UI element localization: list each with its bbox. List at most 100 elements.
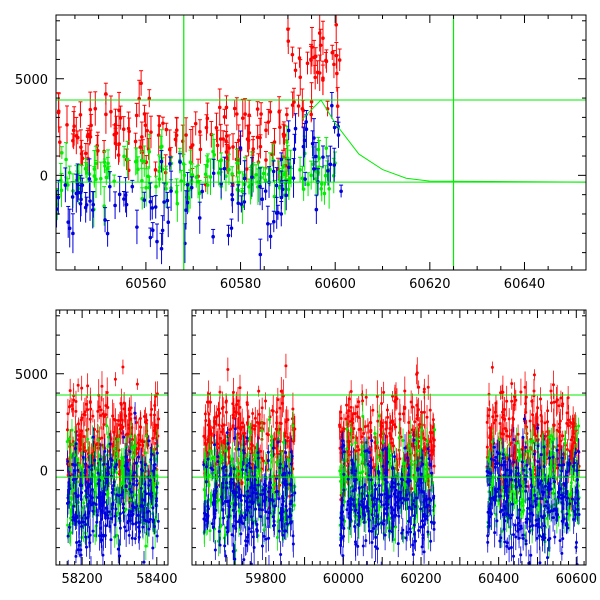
- data-point: [379, 435, 383, 439]
- data-point: [330, 50, 335, 55]
- data-point: [104, 112, 108, 117]
- data-point: [271, 446, 275, 450]
- data-point: [154, 184, 158, 189]
- data-point: [81, 455, 85, 459]
- data-point: [190, 172, 195, 177]
- data-point: [136, 167, 140, 172]
- data-point: [130, 504, 134, 508]
- data-point: [89, 495, 93, 499]
- data-point: [197, 216, 202, 220]
- data-point: [328, 162, 333, 167]
- data-point: [275, 410, 279, 414]
- data-point: [106, 444, 110, 448]
- data-point: [403, 389, 407, 393]
- data-point: [79, 553, 83, 557]
- data-point: [252, 545, 256, 549]
- data-point: [228, 472, 232, 476]
- data-point: [127, 533, 131, 537]
- data-point: [321, 78, 325, 82]
- data-point: [244, 513, 248, 517]
- data-point: [263, 189, 268, 193]
- data-point: [80, 470, 84, 474]
- data-point: [247, 505, 251, 509]
- data-point: [417, 422, 421, 426]
- data-point: [411, 444, 415, 448]
- data-point: [162, 200, 166, 204]
- data-point: [103, 449, 107, 453]
- data-point: [356, 445, 360, 449]
- data-point: [220, 406, 224, 410]
- data-point: [206, 468, 210, 472]
- data-point: [102, 445, 106, 449]
- data-point: [231, 457, 235, 461]
- data-point: [235, 402, 239, 406]
- data-point: [122, 583, 125, 586]
- data-point: [150, 228, 155, 233]
- data-point: [291, 534, 295, 538]
- data-point: [210, 456, 214, 460]
- data-point: [129, 490, 133, 494]
- data-point: [267, 536, 271, 540]
- data-point: [93, 106, 98, 111]
- data-point: [237, 520, 241, 524]
- data-point: [71, 407, 75, 411]
- data-point: [144, 434, 148, 438]
- data-point: [94, 443, 98, 447]
- data-point: [351, 436, 355, 440]
- data-point: [211, 171, 216, 176]
- data-point: [256, 436, 260, 440]
- data-point: [278, 125, 282, 130]
- data-point: [221, 502, 225, 506]
- data-point: [339, 189, 343, 194]
- data-point: [109, 538, 113, 542]
- data-point: [279, 195, 284, 200]
- data-point: [260, 508, 264, 512]
- data-point: [206, 423, 210, 427]
- data-point: [135, 504, 139, 508]
- data-point: [206, 457, 210, 461]
- data-point: [126, 492, 130, 496]
- data-point: [264, 537, 268, 541]
- data-point: [286, 436, 290, 440]
- data-point: [97, 405, 101, 409]
- data-point: [297, 56, 302, 60]
- data-point: [168, 161, 172, 166]
- data-point: [291, 176, 296, 180]
- data-point: [74, 494, 78, 498]
- data-point: [178, 160, 182, 164]
- data-point: [224, 554, 228, 558]
- data-point: [99, 502, 103, 506]
- data-point: [260, 197, 265, 202]
- data-point: [338, 423, 342, 427]
- data-point: [219, 181, 223, 186]
- data-point: [345, 403, 349, 407]
- data-point: [278, 462, 282, 466]
- data-point: [249, 515, 253, 519]
- data-point: [118, 516, 122, 520]
- data-point: [239, 463, 243, 467]
- data-point: [117, 192, 122, 197]
- data-point: [205, 116, 210, 121]
- data-point: [101, 412, 105, 416]
- data-point: [233, 436, 237, 440]
- data-point: [143, 123, 148, 128]
- data-point: [88, 107, 93, 112]
- x-tick-label: 60640: [504, 277, 545, 292]
- data-point: [285, 140, 289, 144]
- data-point: [301, 144, 306, 149]
- data-point: [317, 156, 321, 160]
- data-point: [246, 138, 251, 143]
- data-point: [129, 406, 133, 410]
- data-point: [133, 159, 138, 164]
- data-point: [128, 450, 132, 454]
- data-point: [67, 500, 71, 504]
- data-point: [266, 459, 270, 463]
- data-point: [130, 426, 134, 430]
- data-point: [264, 495, 268, 499]
- data-point: [124, 414, 128, 418]
- data-point: [242, 200, 247, 204]
- data-point: [292, 147, 297, 152]
- data-point: [212, 426, 216, 430]
- data-point: [284, 364, 288, 368]
- data-point: [221, 508, 225, 512]
